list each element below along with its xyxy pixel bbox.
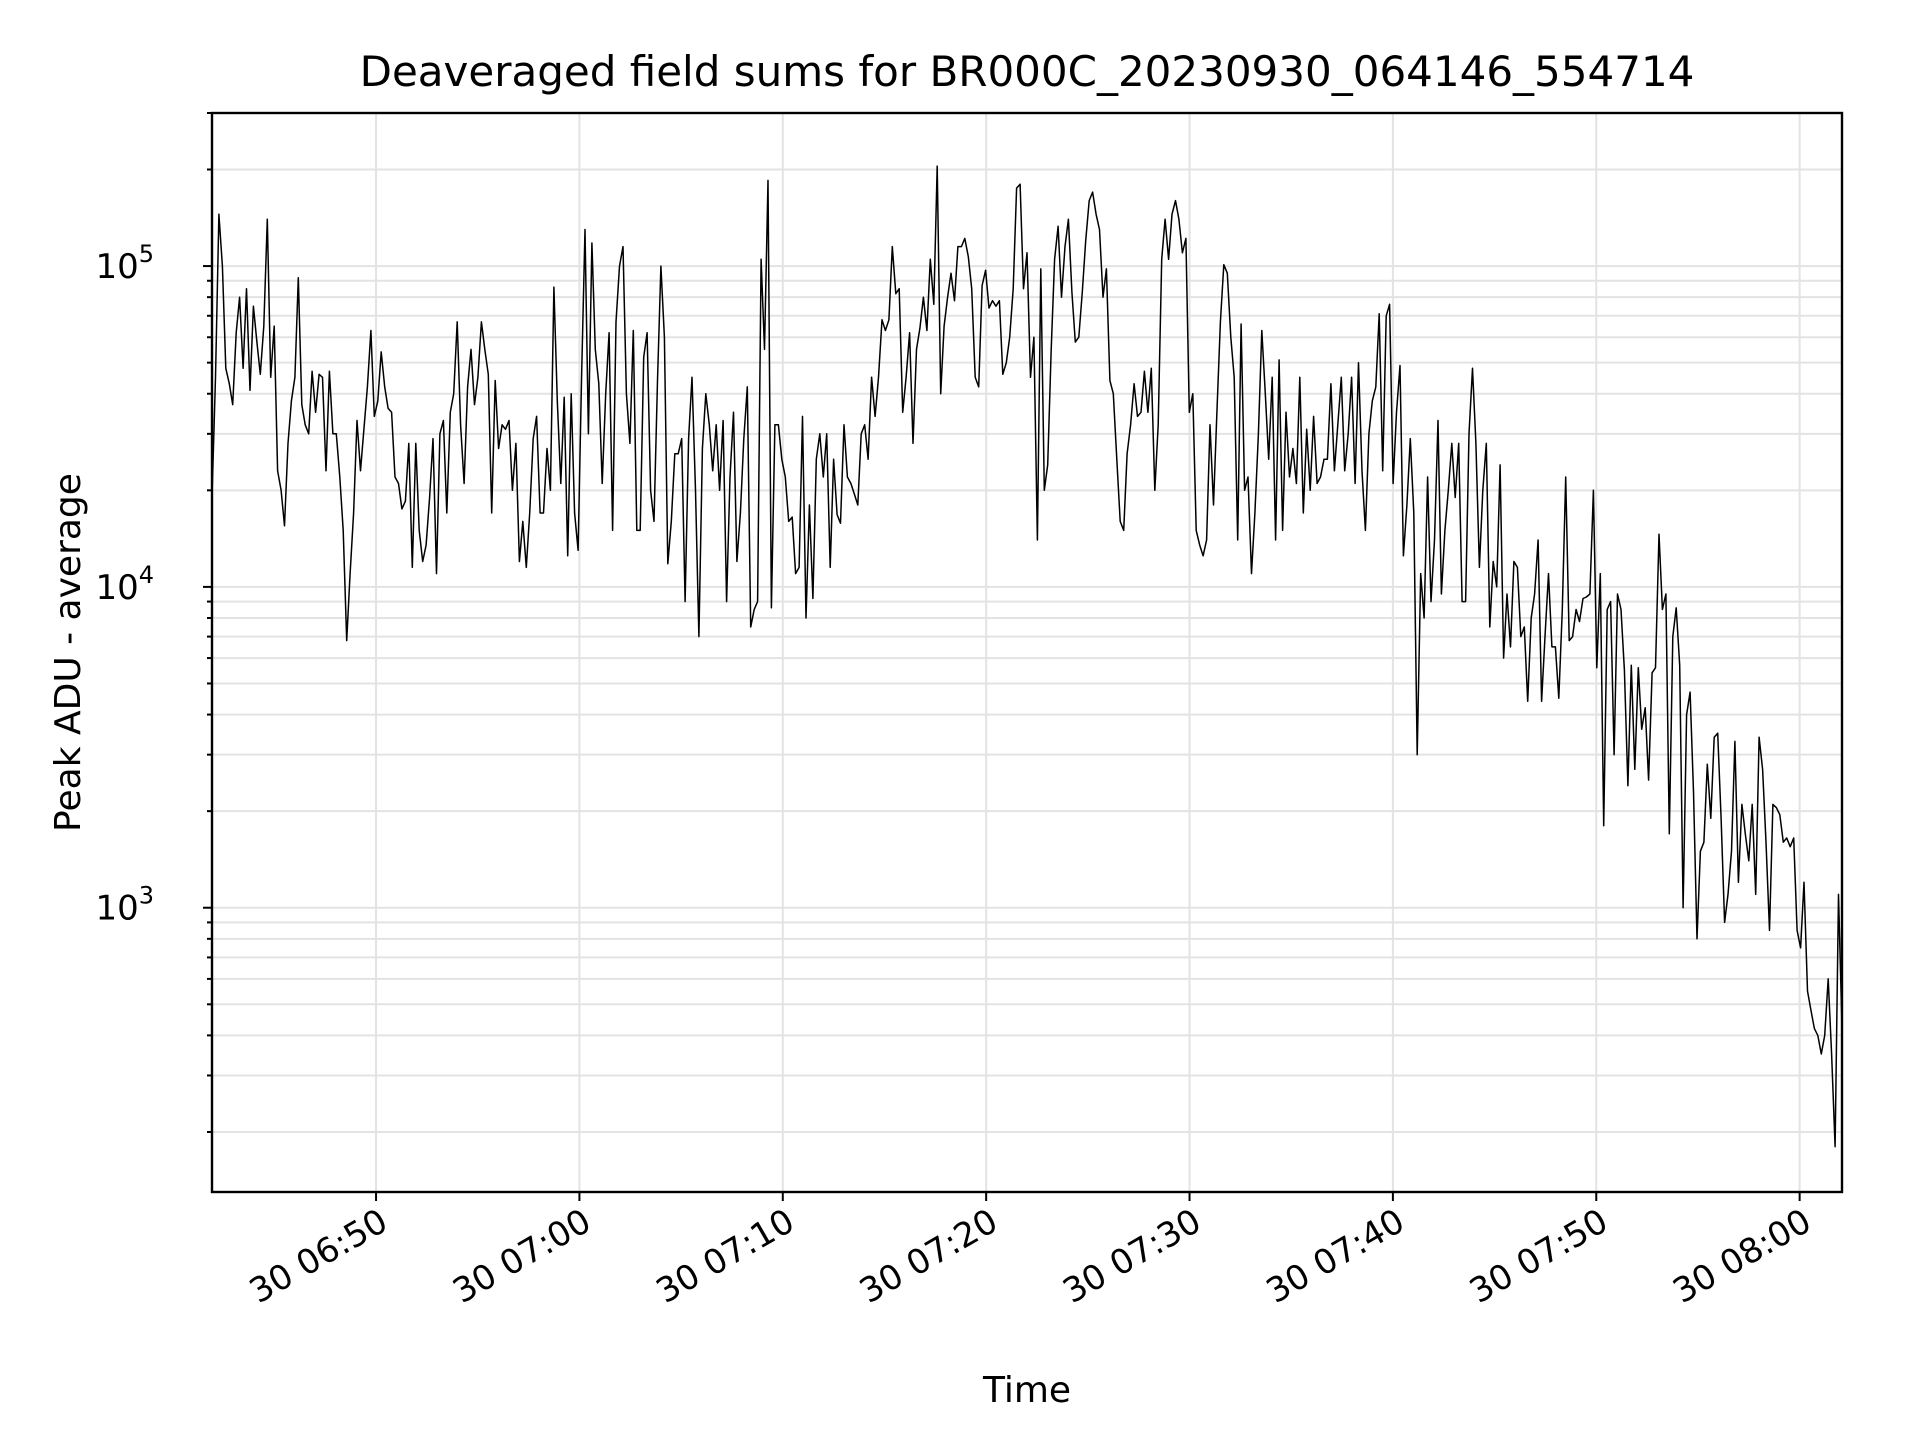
x-axis: 30 06:50 30 07:00 30 07:10 30 07:20 30 07:30…	[243, 1192, 1818, 1312]
y-axis: 103 104 105	[95, 112, 212, 1133]
y-tick-label: 104	[95, 561, 154, 608]
x-tick-label: 30 07:30	[1056, 1201, 1208, 1312]
y-axis-label: Peak ADU - average	[48, 473, 89, 832]
x-tick-label: 30 07:00	[446, 1201, 598, 1312]
plot-area-frame	[210, 111, 1844, 1194]
x-axis-label: Time	[982, 1370, 1071, 1411]
y-tick-label: 103	[95, 882, 154, 929]
y-tick-label: 105	[95, 240, 154, 287]
x-tick-label: 30 07:40	[1260, 1201, 1412, 1312]
chart-title: Deaveraged field sums for BR000C_2023093…	[360, 47, 1695, 96]
series-line	[211, 165, 1843, 1148]
x-tick-label: 30 07:10	[650, 1201, 802, 1312]
x-tick-label: 30 07:50	[1463, 1201, 1615, 1312]
x-tick-label: 30 07:20	[853, 1201, 1005, 1312]
x-tick-label: 30 08:00	[1666, 1201, 1818, 1312]
x-tick-label: 30 06:50	[243, 1201, 395, 1312]
